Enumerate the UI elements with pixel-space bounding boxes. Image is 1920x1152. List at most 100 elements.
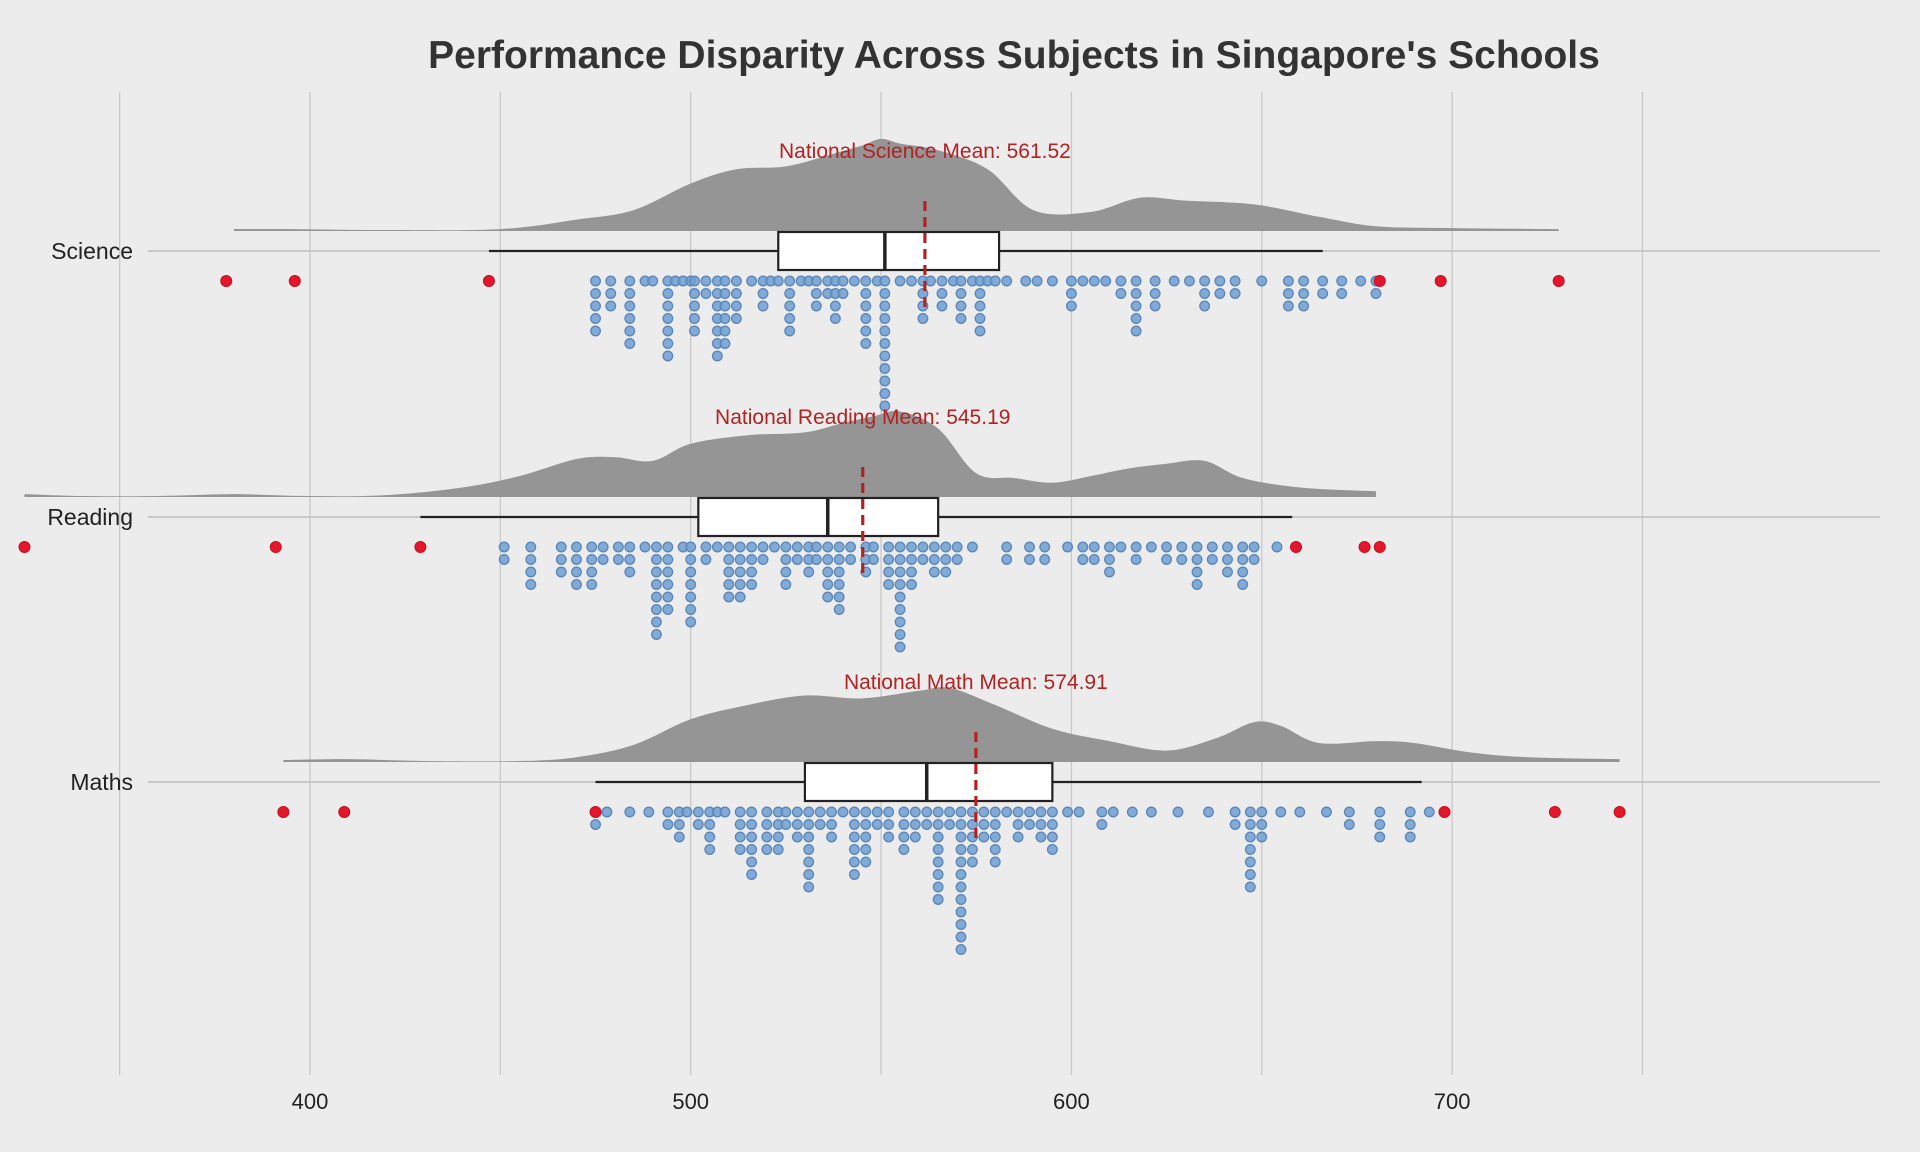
data-point bbox=[833, 566, 845, 578]
data-point bbox=[650, 579, 662, 590]
data-point bbox=[1248, 541, 1260, 553]
data-point bbox=[730, 288, 742, 299]
data-point bbox=[700, 288, 712, 299]
data-point bbox=[650, 566, 662, 578]
data-point bbox=[780, 806, 792, 818]
data-point bbox=[746, 566, 758, 578]
data-point bbox=[1104, 566, 1115, 578]
outlier-point bbox=[1613, 806, 1626, 818]
data-point bbox=[879, 350, 891, 362]
data-point bbox=[1282, 300, 1294, 312]
data-point bbox=[1199, 275, 1211, 287]
data-point bbox=[772, 844, 784, 855]
data-point bbox=[1107, 806, 1119, 818]
data-point bbox=[597, 554, 609, 565]
data-point bbox=[1130, 313, 1142, 324]
data-point bbox=[955, 288, 967, 299]
data-point bbox=[1130, 275, 1142, 287]
series-science: National Science Mean: 561.52 bbox=[220, 138, 1565, 437]
data-point bbox=[685, 566, 697, 578]
data-point bbox=[590, 313, 601, 324]
x-tick-label: 500 bbox=[672, 1089, 709, 1114]
data-point bbox=[1077, 541, 1089, 553]
data-point bbox=[894, 566, 906, 578]
data-point bbox=[723, 554, 735, 565]
data-point bbox=[898, 819, 910, 830]
data-point bbox=[1130, 541, 1142, 553]
data-point bbox=[612, 554, 624, 565]
data-point bbox=[1077, 275, 1089, 287]
data-point bbox=[662, 350, 674, 362]
data-point bbox=[1149, 275, 1161, 287]
data-point bbox=[719, 288, 731, 299]
data-point bbox=[624, 541, 636, 553]
data-point bbox=[974, 300, 986, 312]
data-point bbox=[871, 819, 883, 830]
data-point bbox=[1244, 831, 1256, 843]
data-point bbox=[932, 819, 944, 830]
data-point bbox=[685, 591, 697, 603]
data-point bbox=[692, 819, 704, 830]
data-point bbox=[1088, 554, 1100, 565]
data-point bbox=[746, 856, 758, 868]
data-point bbox=[650, 541, 662, 553]
data-point bbox=[1046, 831, 1058, 843]
data-point bbox=[624, 806, 636, 818]
data-point bbox=[932, 881, 944, 893]
data-point bbox=[571, 541, 582, 553]
data-point bbox=[1214, 288, 1226, 299]
data-point bbox=[871, 806, 883, 818]
data-point bbox=[612, 541, 624, 553]
data-point bbox=[906, 541, 917, 553]
data-point bbox=[734, 806, 746, 818]
data-point bbox=[1176, 554, 1188, 565]
data-point bbox=[791, 819, 803, 830]
data-point bbox=[1115, 288, 1127, 299]
data-point bbox=[780, 566, 792, 578]
data-point bbox=[1199, 288, 1211, 299]
data-point bbox=[643, 806, 655, 818]
data-point bbox=[822, 541, 834, 553]
data-point bbox=[650, 604, 662, 615]
data-point bbox=[936, 275, 948, 287]
outlier-point bbox=[1438, 806, 1451, 818]
data-point bbox=[689, 313, 700, 324]
data-point bbox=[780, 579, 792, 590]
data-point bbox=[810, 300, 822, 312]
outlier-point bbox=[482, 275, 495, 287]
data-point bbox=[966, 819, 978, 830]
data-point bbox=[1145, 541, 1157, 553]
data-point bbox=[624, 338, 636, 349]
data-point bbox=[780, 554, 792, 565]
data-point bbox=[814, 806, 826, 818]
data-point bbox=[955, 806, 967, 818]
data-point bbox=[662, 288, 674, 299]
data-point bbox=[1020, 275, 1032, 287]
data-point bbox=[1062, 806, 1074, 818]
data-point bbox=[590, 300, 601, 312]
data-point bbox=[791, 806, 803, 818]
data-point bbox=[845, 554, 857, 565]
outlier-point bbox=[1373, 541, 1386, 553]
data-point bbox=[719, 338, 731, 349]
outlier-point bbox=[414, 541, 427, 553]
outlier-point bbox=[1434, 275, 1447, 287]
data-point bbox=[685, 554, 697, 565]
data-point bbox=[955, 931, 967, 943]
data-point bbox=[498, 541, 510, 553]
data-point bbox=[1126, 806, 1138, 818]
data-point bbox=[730, 300, 742, 312]
data-point bbox=[932, 831, 944, 843]
data-point bbox=[624, 325, 636, 337]
data-point bbox=[833, 591, 845, 603]
data-point bbox=[1244, 881, 1256, 893]
data-point bbox=[746, 579, 758, 590]
data-point bbox=[639, 541, 651, 553]
data-point bbox=[1343, 819, 1355, 830]
data-point bbox=[597, 541, 609, 553]
data-point bbox=[586, 566, 598, 578]
data-point bbox=[1024, 806, 1035, 818]
data-point bbox=[909, 819, 921, 830]
outlier-point bbox=[18, 541, 31, 553]
